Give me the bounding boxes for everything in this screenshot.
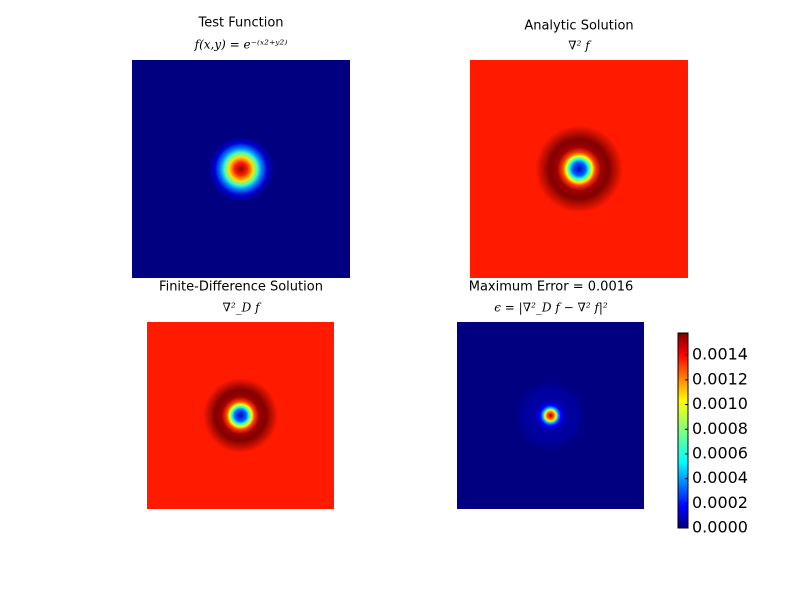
colorbar-tick-label: 0.0008 — [692, 419, 748, 438]
heatmap-image — [457, 322, 644, 509]
colorbar-tick-label: 0.0014 — [692, 345, 748, 364]
panel-subtitle: ∇²_D f — [222, 301, 262, 315]
colorbar-tick-label: 0.0002 — [692, 493, 748, 512]
heatmap-image — [132, 60, 350, 278]
colorbar-tick-label: 0.0012 — [692, 369, 748, 388]
colorbar-tick-label: 0.0010 — [692, 394, 748, 413]
panel-subtitle: ∇² f — [568, 39, 592, 53]
colorbar-tick-label: 0.0006 — [692, 443, 748, 462]
panel-title: Maximum Error = 0.0016 — [469, 280, 634, 295]
colorbar — [677, 332, 689, 529]
panel-subtitle: ϵ = |∇²_D f − ∇² f|² — [494, 301, 608, 315]
panel-title: Finite-Difference Solution — [159, 280, 323, 295]
colorbar-tick-label: 0.0000 — [692, 518, 748, 537]
panel-subtitle: f(x,y) = e⁻⁽ˣ²⁺ʸ²⁾ — [194, 38, 288, 52]
colorbar-tick-label: 0.0004 — [692, 468, 748, 487]
panel-title: Test Function — [197, 16, 283, 31]
panel-title: Analytic Solution — [524, 19, 633, 34]
heatmap-image — [147, 322, 334, 509]
heatmap-image — [470, 60, 688, 278]
